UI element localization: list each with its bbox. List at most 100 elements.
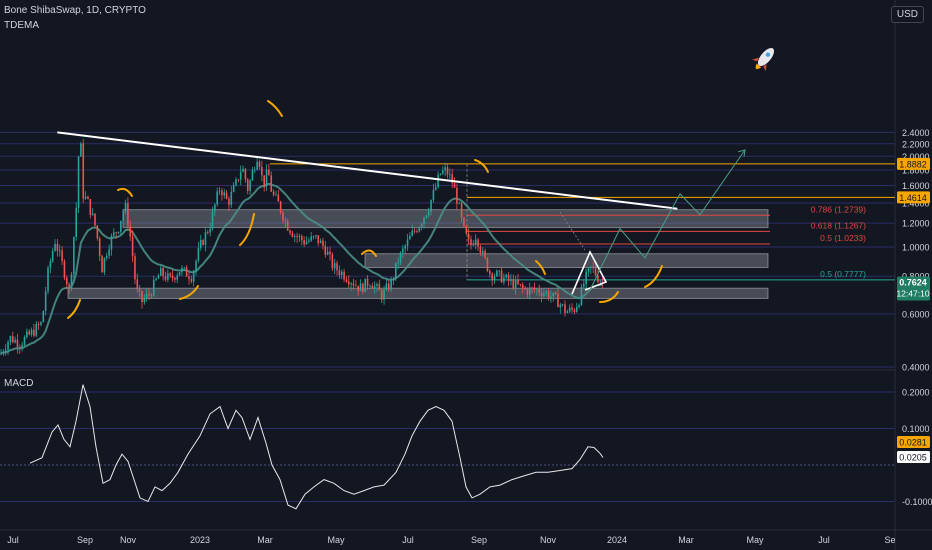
- time-axis[interactable]: Jul Sep Nov 2023 Mar May Jul Sep Nov 2024 Mar May Ju…: [7, 535, 895, 545]
- candle-body: [265, 169, 268, 186]
- candle-body: [174, 277, 176, 280]
- candle-body: [338, 270, 341, 276]
- candle-body: [235, 179, 237, 185]
- annotation-arc: [361, 249, 377, 257]
- candle-body: [517, 279, 519, 285]
- candle-body: [359, 283, 362, 291]
- candle-body: [77, 156, 80, 208]
- candle-body: [453, 183, 456, 188]
- candle-body: [479, 246, 482, 253]
- candle-body: [199, 240, 202, 248]
- candle-body: [96, 225, 99, 239]
- candle-body: [181, 268, 183, 273]
- candle-body: [345, 279, 348, 282]
- candle-body: [282, 212, 284, 221]
- candle-body: [223, 192, 226, 196]
- flag-pattern: [571, 250, 608, 295]
- candle-body: [350, 283, 352, 285]
- macd-tick-label: 0.1000: [902, 424, 930, 434]
- candle-body: [291, 233, 294, 237]
- macd-tick-label: -0.1000: [902, 497, 932, 507]
- candle-body: [528, 287, 531, 295]
- drawings[interactable]: [57, 43, 780, 319]
- candle-body: [467, 233, 470, 240]
- candle-body: [9, 336, 12, 342]
- candle-body: [160, 268, 162, 276]
- time-tick-label: Jul: [402, 535, 414, 545]
- candle-body: [143, 298, 146, 303]
- rocket-fins: [752, 57, 767, 72]
- candle-body: [4, 349, 7, 352]
- candle-body: [54, 243, 56, 251]
- candle-body: [427, 211, 430, 216]
- candle-body: [451, 174, 453, 184]
- candle-body: [129, 225, 132, 237]
- candle-body: [244, 168, 247, 180]
- candle-body: [308, 240, 310, 242]
- candle-body: [138, 289, 141, 292]
- currency-button[interactable]: USD: [890, 6, 924, 23]
- candle-body: [590, 266, 592, 269]
- macd-value-tag-text: 0.0205: [899, 453, 927, 463]
- candle-body: [390, 278, 392, 290]
- resistance-zones[interactable]: [67, 209, 769, 299]
- candle-body: [484, 250, 486, 258]
- candle-body: [498, 270, 500, 272]
- candle-body: [387, 283, 390, 290]
- candle-body: [477, 239, 479, 247]
- candle-body: [442, 170, 444, 174]
- candle-body: [592, 266, 594, 268]
- candle-body: [127, 203, 129, 226]
- candle-body: [322, 240, 324, 246]
- candle-body: [538, 289, 540, 293]
- candles: [0, 138, 604, 357]
- candle-body: [258, 161, 261, 167]
- annotation-arc: [644, 265, 663, 288]
- candle-body: [141, 291, 143, 303]
- candle-body: [237, 179, 240, 181]
- candle-body: [503, 277, 505, 283]
- horizontal-levels[interactable]: 0.786 (1.2739) 0.618 (1.1267) 0.5 (1.0233)…: [270, 163, 895, 281]
- candle-body: [317, 235, 320, 244]
- candle-body: [472, 244, 475, 246]
- candle-body: [246, 179, 249, 191]
- candle-body: [293, 236, 296, 237]
- candle-body: [298, 236, 301, 238]
- candle-body: [7, 341, 9, 350]
- time-tick-label: Sep: [77, 535, 93, 545]
- candle-body: [42, 310, 45, 323]
- macd-label[interactable]: MACD: [4, 378, 34, 389]
- candle-body: [136, 279, 139, 290]
- candle-body: [364, 278, 367, 292]
- candle-body: [207, 232, 209, 233]
- candle-body: [434, 187, 437, 190]
- price-tick-label: 2.2000: [902, 139, 930, 149]
- candle-body: [117, 231, 120, 234]
- candle-body: [578, 304, 580, 307]
- indicator-label[interactable]: TDEMA: [4, 20, 39, 31]
- annotation-arc: [117, 187, 133, 197]
- candle-body: [559, 304, 562, 308]
- candle-body: [145, 293, 148, 299]
- candle-body: [251, 170, 254, 181]
- candle-body: [157, 275, 160, 279]
- symbol-title[interactable]: Bone ShibaSwap, 1D, CRYPTO: [4, 5, 146, 16]
- candle-body: [225, 192, 228, 199]
- candle-body: [418, 227, 421, 232]
- candle-body: [0, 352, 2, 355]
- level-price-tag: 1.8882: [897, 157, 930, 170]
- candle-body: [87, 196, 89, 200]
- candle-body: [599, 281, 602, 283]
- candle-body: [460, 203, 463, 218]
- current-price-text: 0.7624: [899, 278, 927, 288]
- candle-body: [286, 220, 289, 231]
- candle-body: [103, 257, 106, 273]
- fib-level-label: 0.5 (1.0233): [820, 233, 866, 243]
- macd-signal-tag-text: 0.0281: [899, 438, 927, 448]
- candle-body: [197, 247, 200, 261]
- candle-body: [89, 199, 92, 215]
- candle-body: [404, 245, 406, 249]
- resistance-zone: [364, 253, 769, 269]
- candle-body: [340, 271, 343, 276]
